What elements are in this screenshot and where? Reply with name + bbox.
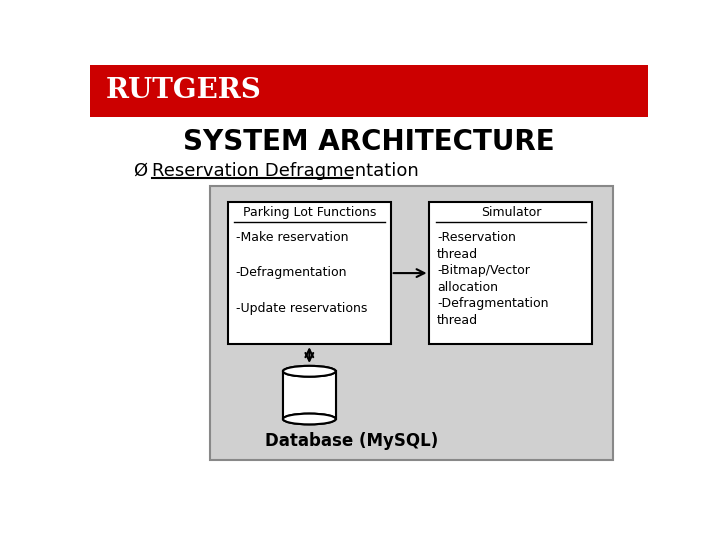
Text: -Defragmentation: -Defragmentation: [235, 266, 347, 279]
Text: -Update reservations: -Update reservations: [235, 302, 367, 315]
Text: SYSTEM ARCHITECTURE: SYSTEM ARCHITECTURE: [183, 128, 555, 156]
Ellipse shape: [283, 414, 336, 424]
Text: -Make reservation: -Make reservation: [235, 231, 348, 244]
Bar: [90, 65, 648, 117]
Bar: [228, 202, 391, 345]
Text: Database (MySQL): Database (MySQL): [266, 433, 438, 450]
Text: -Reservation
thread
-Bitmap/Vector
allocation
-Defragmentation
thread: -Reservation thread -Bitmap/Vector alloc…: [437, 231, 549, 327]
Ellipse shape: [283, 366, 336, 377]
Text: Ø: Ø: [132, 162, 147, 180]
Ellipse shape: [283, 366, 336, 377]
Bar: [429, 202, 593, 345]
Text: RUTGERS: RUTGERS: [106, 77, 261, 104]
Bar: [283, 372, 336, 419]
Ellipse shape: [283, 414, 336, 424]
Text: Reservation Defragmentation: Reservation Defragmentation: [152, 162, 419, 180]
Text: Parking Lot Functions: Parking Lot Functions: [243, 206, 376, 219]
Bar: [210, 186, 613, 460]
Text: Simulator: Simulator: [481, 206, 541, 219]
